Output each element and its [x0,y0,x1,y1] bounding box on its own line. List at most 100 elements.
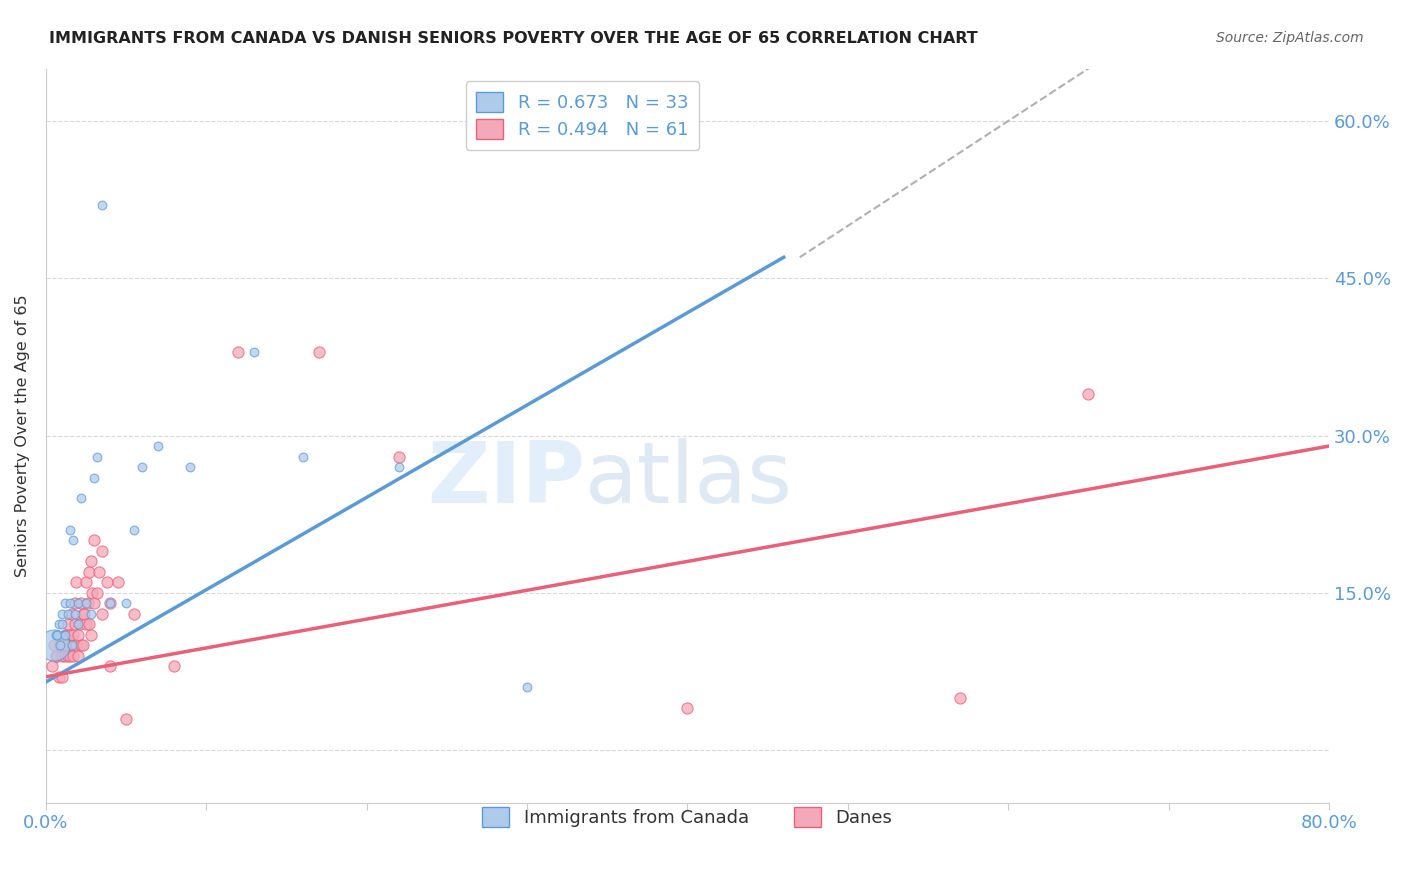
Point [115,712,138,726]
Point [122,607,145,621]
Point [291,450,314,464]
Point [62,628,84,642]
Point [77,617,100,632]
Point [56,628,79,642]
Point [62,533,84,548]
Point [91,607,114,621]
Point [243,344,266,359]
Point [51,617,73,632]
Point [67,596,90,610]
Text: IMMIGRANTS FROM CANADA VS DANISH SENIORS POVERTY OVER THE AGE OF 65 CORRELATION : IMMIGRANTS FROM CANADA VS DANISH SENIORS… [49,31,979,46]
Text: Source: ZipAtlas.com: Source: ZipAtlas.com [1216,31,1364,45]
Point [45,648,67,663]
Point [676,701,699,715]
Point [949,690,972,705]
Point [67,628,90,642]
Point [75,617,97,632]
Point [49,638,72,652]
Point [51,638,73,652]
Point [163,659,186,673]
Point [83,533,105,548]
Point [1077,386,1099,401]
Point [48,617,70,632]
Point [73,607,96,621]
Point [58,617,80,632]
Point [107,575,129,590]
Point [70,491,93,506]
Point [70,638,93,652]
Point [115,596,138,610]
Point [48,670,70,684]
Point [80,628,103,642]
Point [42,638,65,652]
Point [76,596,98,610]
Point [83,596,105,610]
Point [67,648,90,663]
Point [59,628,82,642]
Point [58,648,80,663]
Point [131,460,153,475]
Point [75,575,97,590]
Point [69,617,91,632]
Point [179,460,201,475]
Point [91,198,114,212]
Point [72,638,94,652]
Point [388,460,411,475]
Point [58,607,80,621]
Point [98,596,121,610]
Point [228,344,250,359]
Text: atlas: atlas [585,438,793,521]
Point [82,586,104,600]
Legend: Immigrants from Canada, Danes: Immigrants from Canada, Danes [475,799,900,834]
Point [63,617,86,632]
Point [122,523,145,537]
Point [148,439,170,453]
Point [53,628,76,642]
Point [70,596,93,610]
Point [80,607,103,621]
Point [91,544,114,558]
Point [42,638,65,652]
Point [53,596,76,610]
Point [77,565,100,579]
Point [60,638,83,652]
Point [67,617,90,632]
Point [388,450,411,464]
Point [86,450,108,464]
Point [53,648,76,663]
Point [59,596,82,610]
Point [59,523,82,537]
Point [308,344,330,359]
Point [96,575,118,590]
Point [516,680,538,694]
Point [65,575,87,590]
Point [80,554,103,568]
Point [75,596,97,610]
Point [45,628,67,642]
Text: ZIP: ZIP [427,438,585,521]
Point [51,607,73,621]
Point [60,607,83,621]
Point [72,607,94,621]
Point [59,648,82,663]
Point [65,638,87,652]
Y-axis label: Seniors Poverty Over the Age of 65: Seniors Poverty Over the Age of 65 [15,294,30,577]
Point [49,638,72,652]
Point [53,628,76,642]
Point [46,628,69,642]
Point [83,470,105,484]
Point [41,659,63,673]
Point [86,586,108,600]
Point [46,648,69,663]
Point [63,596,86,610]
Point [98,659,121,673]
Point [51,648,73,663]
Point [87,565,110,579]
Point [60,638,83,652]
Point [52,638,75,652]
Point [56,638,79,652]
Point [62,648,84,663]
Point [98,596,121,610]
Point [51,670,73,684]
Point [63,607,86,621]
